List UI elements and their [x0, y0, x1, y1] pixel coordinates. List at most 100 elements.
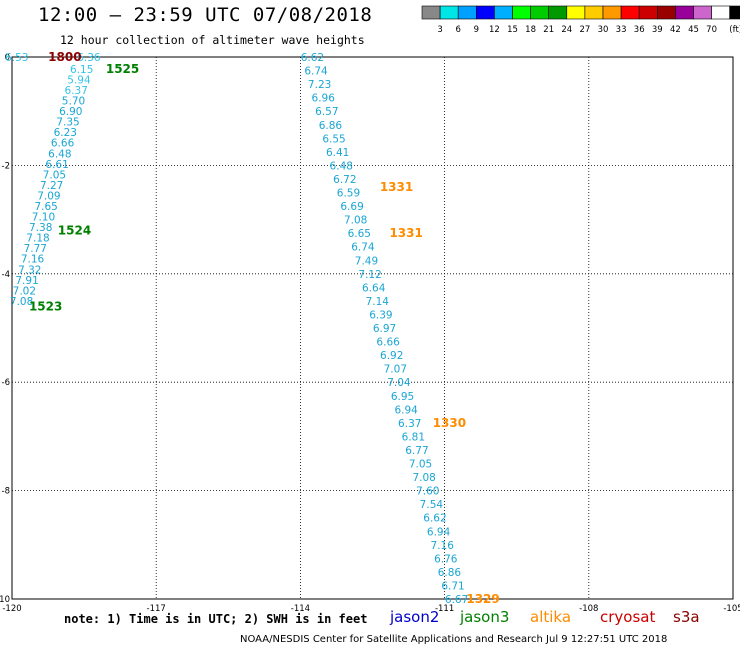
swh-value: 6.62 — [301, 52, 324, 64]
swh-value: 6.65 — [348, 228, 371, 240]
longitude-tick-label: -111 — [435, 604, 454, 614]
swh-value: 6.74 — [351, 242, 375, 254]
colorbar-label: 3 — [437, 25, 442, 35]
swh-value: 7.14 — [366, 296, 390, 308]
swh-value: 7.08 — [412, 472, 435, 484]
colorbar-label: 33 — [616, 25, 627, 35]
swh-value: 7.08 — [344, 215, 367, 227]
satellite-altika: altika — [530, 608, 572, 626]
swh-value: 7.60 — [416, 486, 439, 498]
swh-value: 6.92 — [380, 350, 403, 362]
colorbar-label: 18 — [525, 25, 536, 35]
swh-value: 7.35 — [56, 117, 79, 129]
swh-value: 7.27 — [40, 180, 63, 192]
colorbar-label: (ft) — [729, 25, 740, 35]
swh-value: 7.08 — [10, 296, 33, 308]
swh-value: 6.77 — [405, 445, 428, 457]
swh-value: 7.02 — [13, 285, 36, 297]
colorbar-label: 9 — [474, 25, 479, 35]
swh-value: 5.70 — [62, 96, 85, 108]
swh-value: 7.18 — [26, 233, 49, 245]
swh-value: 7.91 — [15, 275, 38, 287]
colorbar-label: 39 — [652, 25, 663, 35]
swh-value: 7.05 — [43, 169, 66, 181]
pass-time-label: 1525 — [106, 62, 139, 76]
swh-value: 6.74 — [304, 66, 328, 78]
longitude-tick-label: -105 — [723, 604, 740, 614]
pass-time-label: 1523 — [29, 299, 62, 313]
swh-value: 6.23 — [54, 127, 77, 139]
swh-value: 7.07 — [384, 364, 407, 376]
swh-value: 6.96 — [312, 93, 336, 105]
swh-value: 6.66 — [376, 337, 400, 349]
swh-value: 6.15 — [70, 64, 93, 76]
pass-time-label: 1800 — [48, 50, 81, 64]
pass-time-label: 1331 — [389, 226, 422, 240]
swh-value: 6.67 — [445, 594, 468, 606]
swh-value: 6.94 — [394, 404, 418, 416]
colorbar-label: 45 — [688, 25, 699, 35]
swh-value: 6.62 — [423, 513, 446, 525]
note-text: note: 1) Time is in UTC; 2) SWH is in fe… — [64, 612, 368, 626]
latitude-tick-label: 0 — [5, 53, 10, 63]
swh-value: 7.23 — [308, 79, 331, 91]
swh-value: 6.55 — [322, 133, 345, 145]
colorbar-label: 21 — [543, 25, 554, 35]
colorbar-label: 70 — [706, 25, 717, 35]
longitude-tick-label: -120 — [2, 604, 21, 614]
swh-value: 6.72 — [333, 174, 356, 186]
latitude-tick-label: -4 — [2, 270, 10, 280]
swh-value: 7.05 — [409, 459, 432, 471]
page-title: 12:00 – 23:59 UTC 07/08/2018 — [38, 4, 373, 26]
latitude-tick-label: -10 — [0, 595, 10, 605]
swh-value: 6.94 — [427, 526, 451, 538]
latitude-tick-label: -8 — [2, 487, 10, 497]
swh-value: 7.49 — [355, 255, 378, 267]
swh-value: 6.37 — [398, 418, 421, 430]
satellite-cryosat: cryosat — [600, 608, 656, 626]
satellite-s3a: s3a — [673, 608, 700, 626]
swh-value: 7.77 — [24, 243, 47, 255]
swh-value: 6.86 — [438, 567, 462, 579]
swh-value: 6.64 — [362, 282, 386, 294]
satellite-jason3: jason3 — [460, 608, 510, 626]
pass-time-label: 1524 — [58, 223, 91, 237]
swh-value: 6.59 — [337, 188, 360, 200]
swh-value: 6.69 — [340, 201, 363, 213]
swh-value: 6.86 — [319, 120, 343, 132]
page-subtitle: 12 hour collection of altimeter wave hei… — [60, 33, 365, 47]
satellite-jason2: jason2 — [390, 608, 440, 626]
swh-value: 7.04 — [387, 377, 411, 389]
colorbar-label: 30 — [598, 25, 609, 35]
latitude-tick-label: -2 — [2, 161, 10, 171]
swh-value: 6.48 — [48, 148, 71, 160]
colorbar-label: 15 — [507, 25, 518, 35]
swh-value: 7.54 — [420, 499, 444, 511]
swh-value: 6.57 — [315, 106, 338, 118]
swh-value: 7.10 — [32, 212, 55, 224]
swh-value: 6.61 — [45, 159, 68, 171]
footer-credit: NOAA/NESDIS Center for Satellite Applica… — [240, 634, 668, 645]
colorbar-label: 12 — [489, 25, 500, 35]
swh-value: 7.12 — [358, 269, 381, 281]
swh-value: 7.16 — [431, 540, 455, 552]
latitude-tick-label: -6 — [2, 378, 10, 388]
colorbar-label: 6 — [455, 25, 460, 35]
pass-time-label: 1331 — [380, 180, 413, 194]
longitude-tick-label: -114 — [291, 604, 310, 614]
swh-value: 6.36 — [77, 52, 101, 64]
colorbar-label: 24 — [561, 25, 572, 35]
map-frame — [11, 56, 734, 600]
colorbar-swatch — [729, 5, 740, 20]
pass-time-label: 1330 — [433, 416, 466, 430]
swh-value: 6.97 — [373, 323, 396, 335]
swh-value: 5.94 — [67, 74, 91, 86]
swh-value: 6.37 — [65, 85, 88, 97]
swh-value: 6.66 — [51, 138, 75, 150]
colorbar-label: 36 — [634, 25, 645, 35]
longitude-tick-label: -108 — [579, 604, 598, 614]
swh-value: 7.09 — [37, 190, 60, 202]
swh-value: 7.16 — [21, 254, 45, 266]
